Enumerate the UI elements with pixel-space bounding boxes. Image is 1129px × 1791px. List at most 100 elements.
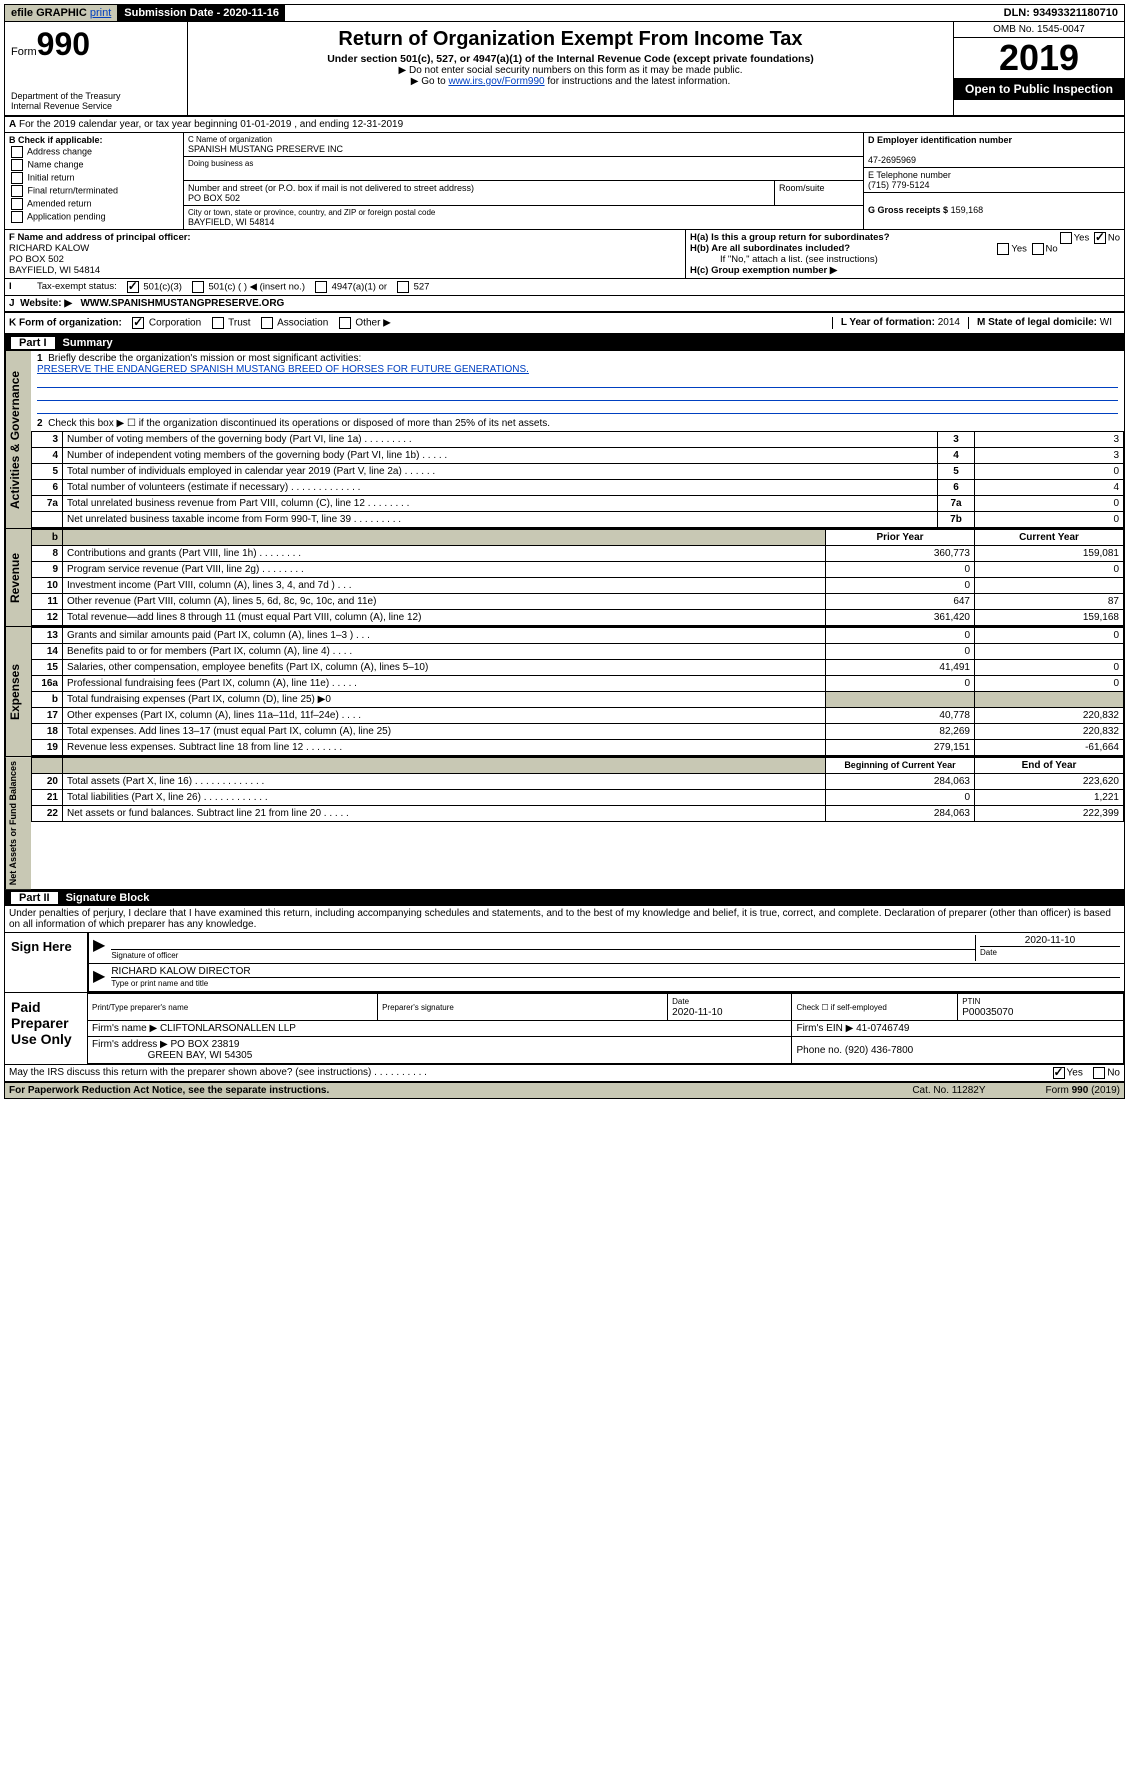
- cb-name-change[interactable]: Name change: [9, 159, 179, 171]
- print-link[interactable]: print: [90, 7, 111, 19]
- firm-name-l: Firm's name ▶: [92, 1023, 157, 1034]
- cb-discuss-yes[interactable]: [1053, 1067, 1065, 1079]
- form-num: 990: [37, 26, 90, 62]
- revenue-table: b Prior Year Current Year 8Contributions…: [31, 529, 1124, 626]
- note2-post: for instructions and the latest informat…: [545, 76, 731, 87]
- cb-discuss-no[interactable]: [1093, 1067, 1105, 1079]
- ptin-h: PTIN: [962, 997, 980, 1006]
- section-b-to-g: B Check if applicable: Address change Na…: [5, 133, 1124, 230]
- cb-amended[interactable]: Amended return: [9, 198, 179, 210]
- form-header: Form990 Department of the Treasury Inter…: [5, 22, 1124, 117]
- form-footer: Form 990 (2019): [1046, 1085, 1120, 1096]
- cb-application-pending[interactable]: Application pending: [9, 211, 179, 223]
- ptin: P00035070: [962, 1007, 1013, 1018]
- ha-yes[interactable]: Yes: [1074, 233, 1090, 244]
- side-netassets: Net Assets or Fund Balances: [5, 757, 31, 889]
- l-label: L Year of formation:: [841, 317, 935, 328]
- gross-receipts-box: G Gross receipts $ 159,168: [864, 193, 1124, 217]
- cb-trust[interactable]: [212, 317, 224, 329]
- line2: 2 Check this box ▶ ☐ if the organization…: [31, 416, 1124, 431]
- mission-block: 1 Briefly describe the organization's mi…: [31, 351, 1124, 416]
- cat-no: Cat. No. 11282Y: [912, 1085, 985, 1096]
- hb-note: If "No," attach a list. (see instruction…: [690, 254, 1120, 265]
- gross-value: 159,168: [951, 205, 984, 215]
- section-d-e-g: D Employer identification number 47-2695…: [863, 133, 1124, 229]
- j-label: Website: ▶: [20, 298, 72, 309]
- paid-preparer-table: Print/Type preparer's name Preparer's si…: [87, 993, 1124, 1064]
- sig-date-label: Date: [980, 948, 997, 957]
- hb-yes[interactable]: Yes: [1011, 244, 1027, 255]
- side-governance: Activities & Governance: [5, 351, 31, 528]
- omb-number: OMB No. 1545-0047: [954, 22, 1124, 38]
- phone-label: E Telephone number: [868, 170, 951, 180]
- cb-address-change[interactable]: Address change: [9, 146, 179, 158]
- revenue-section: Revenue b Prior Year Current Year 8Contr…: [5, 529, 1124, 627]
- section-b: B Check if applicable: Address change Na…: [5, 133, 184, 229]
- top-bar: efile GRAPHIC print Submission Date - 20…: [5, 5, 1124, 22]
- col-end: End of Year: [975, 758, 1124, 774]
- ha-no[interactable]: No: [1108, 233, 1120, 244]
- cb-other[interactable]: [339, 317, 351, 329]
- prep-date: 2020-11-10: [672, 1007, 722, 1018]
- cb-final-return[interactable]: Final return/terminated: [9, 185, 179, 197]
- a-line-text: For the 2019 calendar year, or tax year …: [19, 119, 403, 130]
- paperwork-note: For Paperwork Reduction Act Notice, see …: [9, 1085, 329, 1096]
- k-label: K Form of organization:: [9, 318, 122, 329]
- room-box: Room/suite: [775, 181, 863, 205]
- sign-here-label: Sign Here: [5, 933, 87, 992]
- a-line: A For the 2019 calendar year, or tax yea…: [5, 117, 1124, 133]
- open-public-badge: Open to Public Inspection: [954, 78, 1124, 100]
- website-value: WWW.SPANISHMUSTANGPRESERVE.ORG: [80, 298, 284, 309]
- prep-check[interactable]: Check ☐ if self-employed: [792, 994, 958, 1021]
- org-name-box: C Name of organization SPANISH MUSTANG P…: [184, 133, 863, 157]
- part1-num: Part I: [11, 337, 55, 349]
- phone-box: E Telephone number (715) 779-5124: [864, 168, 1124, 193]
- gross-label: G Gross receipts $: [868, 205, 948, 215]
- city-box: City or town, state or province, country…: [184, 206, 863, 229]
- room-label: Room/suite: [779, 183, 859, 193]
- line1-label: Briefly describe the organization's miss…: [48, 353, 361, 364]
- header-mid: Return of Organization Exempt From Incom…: [188, 22, 953, 115]
- department: Department of the Treasury Internal Reve…: [11, 91, 181, 111]
- section-i: I Tax-exempt status: 501(c)(3) 501(c) ( …: [5, 279, 1124, 296]
- side-expenses: Expenses: [5, 627, 31, 756]
- submission-date: Submission Date - 2020-11-16: [118, 5, 285, 21]
- cb-assoc[interactable]: [261, 317, 273, 329]
- phone-value: (715) 779-5124: [868, 180, 930, 190]
- form-container: efile GRAPHIC print Submission Date - 20…: [4, 4, 1125, 1099]
- cb-4947[interactable]: [315, 281, 327, 293]
- firm-ein: 41-0746749: [856, 1023, 909, 1034]
- city-value: BAYFIELD, WI 54814: [188, 217, 859, 227]
- street-label: Number and street (or P.O. box if mail i…: [188, 183, 770, 193]
- cb-501c3[interactable]: [127, 281, 139, 293]
- form-title: Return of Organization Exempt From Incom…: [192, 28, 949, 51]
- governance-section: Activities & Governance 1 Briefly descri…: [5, 351, 1124, 529]
- street-box: Number and street (or P.O. box if mail i…: [184, 181, 775, 205]
- efile-prefix: efile: [11, 7, 33, 19]
- l-value: 2014: [938, 317, 960, 328]
- f-label: F Name and address of principal officer:: [9, 232, 191, 243]
- cb-501c[interactable]: [192, 281, 204, 293]
- line2-text: Check this box ▶ ☐ if the organization d…: [48, 418, 550, 429]
- hb-no[interactable]: No: [1046, 244, 1058, 255]
- hb-label: H(b) Are all subordinates included?: [690, 243, 850, 254]
- ha-label: H(a) Is this a group return for subordin…: [690, 232, 890, 243]
- irs-link[interactable]: www.irs.gov/Form990: [448, 76, 544, 87]
- col-current: Current Year: [975, 530, 1124, 546]
- efile-graphic: GRAPHIC: [36, 7, 87, 19]
- f-name: RICHARD KALOW: [9, 243, 89, 254]
- footer: For Paperwork Reduction Act Notice, see …: [5, 1081, 1124, 1098]
- cb-initial-return[interactable]: Initial return: [9, 172, 179, 184]
- form-note1: ▶ Do not enter social security numbers o…: [192, 65, 949, 76]
- org-name-label: C Name of organization: [188, 135, 859, 144]
- signature-section: Under penalties of perjury, I declare th…: [5, 906, 1124, 1064]
- firm-addr-l: Firm's address ▶: [92, 1039, 168, 1050]
- discuss-row: May the IRS discuss this return with the…: [5, 1064, 1124, 1081]
- form-subtitle: Under section 501(c), 527, or 4947(a)(1)…: [192, 53, 949, 65]
- side-revenue: Revenue: [5, 529, 31, 626]
- cb-corp[interactable]: [132, 317, 144, 329]
- m-value: WI: [1100, 317, 1112, 328]
- firm-ein-l: Firm's EIN ▶: [796, 1023, 853, 1034]
- cb-527[interactable]: [397, 281, 409, 293]
- note2-pre: ▶ Go to: [411, 76, 449, 87]
